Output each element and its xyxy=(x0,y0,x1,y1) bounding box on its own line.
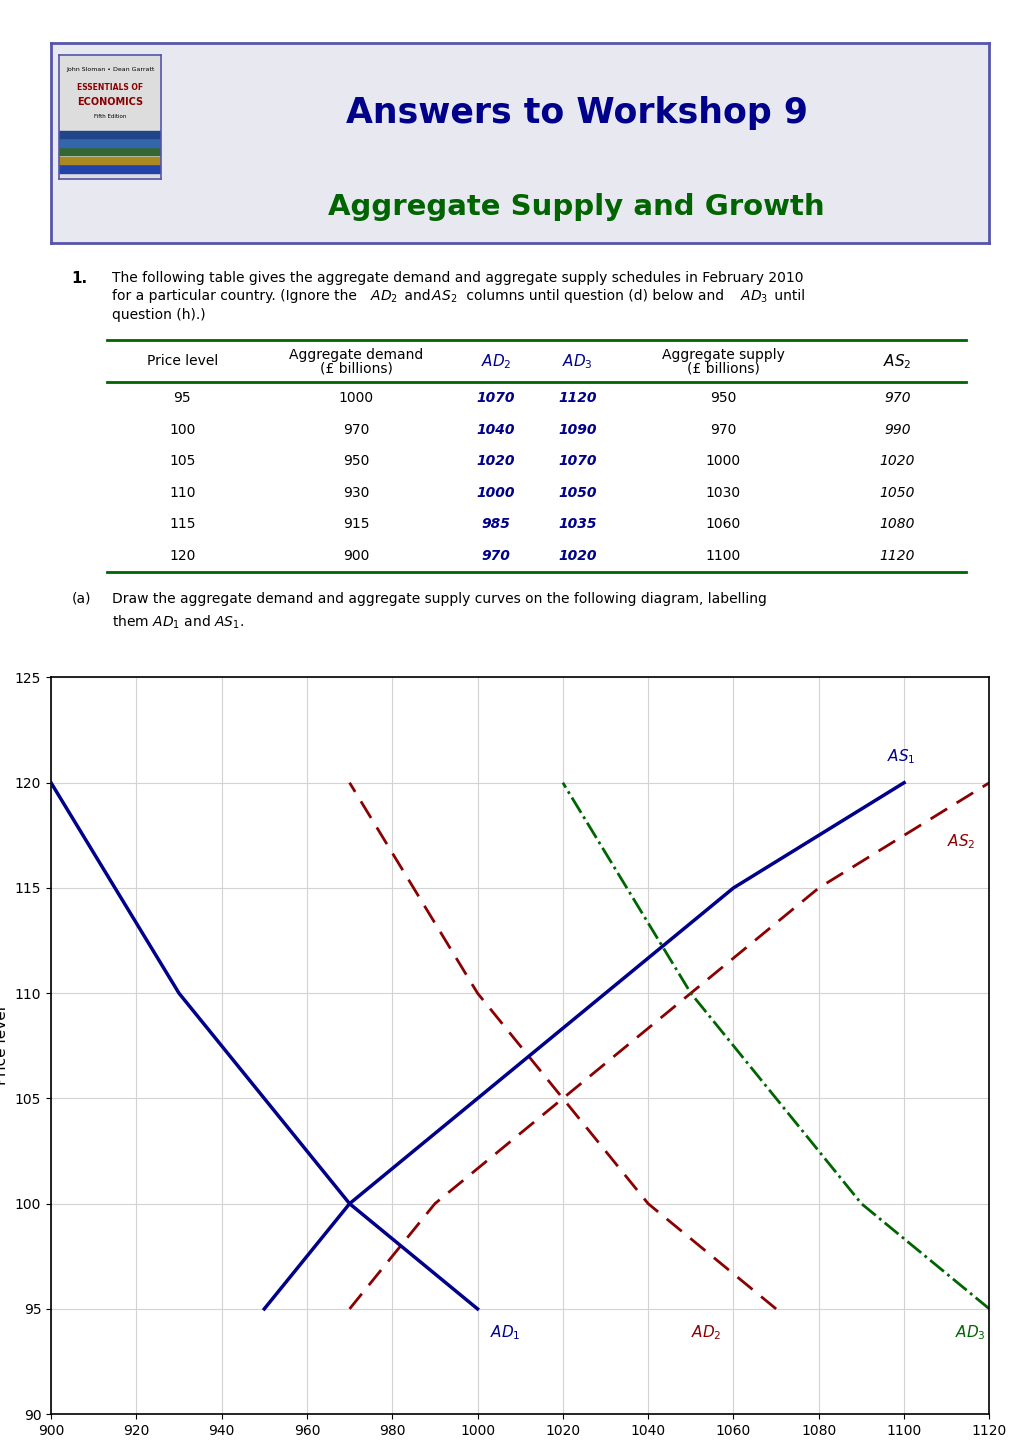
Text: (a): (a) xyxy=(71,592,91,606)
Text: 110: 110 xyxy=(169,486,196,499)
Text: 950: 950 xyxy=(342,455,369,468)
Text: 1000: 1000 xyxy=(338,391,374,405)
Text: The following table gives the aggregate demand and aggregate supply schedules in: The following table gives the aggregate … xyxy=(112,271,803,284)
Text: 1120: 1120 xyxy=(878,548,914,563)
Bar xyxy=(59,130,161,139)
Text: 930: 930 xyxy=(342,486,369,499)
Text: (£ billions): (£ billions) xyxy=(686,361,759,375)
Text: them $AD_1$ and $AS_1$.: them $AD_1$ and $AS_1$. xyxy=(112,613,244,631)
Text: 1070: 1070 xyxy=(557,455,596,468)
Text: 115: 115 xyxy=(169,518,196,531)
Text: 1020: 1020 xyxy=(476,455,515,468)
Bar xyxy=(59,157,161,165)
Text: 1060: 1060 xyxy=(705,518,740,531)
Text: Aggregate demand: Aggregate demand xyxy=(289,348,423,362)
Text: $AD_2$: $AD_2$ xyxy=(480,352,511,371)
Text: 105: 105 xyxy=(169,455,196,468)
Text: 1050: 1050 xyxy=(557,486,596,499)
Text: $AD_3$: $AD_3$ xyxy=(739,289,767,304)
Text: 100: 100 xyxy=(169,423,196,437)
Text: 1050: 1050 xyxy=(878,486,914,499)
Text: 1070: 1070 xyxy=(476,391,515,405)
Bar xyxy=(59,139,161,147)
Text: 915: 915 xyxy=(342,518,369,531)
Text: $AD_1$: $AD_1$ xyxy=(490,1323,521,1342)
Text: Draw the aggregate demand and aggregate supply curves on the following diagram, : Draw the aggregate demand and aggregate … xyxy=(112,592,766,606)
Text: 1035: 1035 xyxy=(557,518,596,531)
Text: $AD_3$: $AD_3$ xyxy=(955,1323,985,1342)
Text: for a particular country. (Ignore the: for a particular country. (Ignore the xyxy=(112,289,361,303)
Text: 1100: 1100 xyxy=(705,548,740,563)
Text: Price level: Price level xyxy=(147,354,218,368)
Text: John Sloman • Dean Garratt: John Sloman • Dean Garratt xyxy=(66,68,154,72)
Text: 120: 120 xyxy=(169,548,196,563)
Text: 990: 990 xyxy=(883,423,910,437)
Text: $AS_2$: $AS_2$ xyxy=(431,289,457,304)
Text: 1.: 1. xyxy=(71,271,88,286)
Text: $AD_2$: $AD_2$ xyxy=(690,1323,720,1342)
Bar xyxy=(59,166,161,173)
Text: (£ billions): (£ billions) xyxy=(320,361,392,375)
Bar xyxy=(59,149,161,156)
Text: 1020: 1020 xyxy=(557,548,596,563)
Text: ESSENTIALS OF: ESSENTIALS OF xyxy=(77,82,143,91)
Text: 1120: 1120 xyxy=(557,391,596,405)
Text: until: until xyxy=(769,289,804,303)
Text: 950: 950 xyxy=(709,391,736,405)
Text: 970: 970 xyxy=(342,423,369,437)
Text: Aggregate Supply and Growth: Aggregate Supply and Growth xyxy=(328,193,824,221)
Text: question (h).): question (h).) xyxy=(112,307,206,322)
Text: 1040: 1040 xyxy=(476,423,515,437)
Text: 900: 900 xyxy=(342,548,369,563)
Text: $AS_2$: $AS_2$ xyxy=(882,352,911,371)
Text: 985: 985 xyxy=(481,518,510,531)
Text: $AD_3$: $AD_3$ xyxy=(561,352,592,371)
Text: 1000: 1000 xyxy=(476,486,515,499)
Text: 1000: 1000 xyxy=(705,455,740,468)
Text: 1020: 1020 xyxy=(878,455,914,468)
Text: columns until question (d) below and: columns until question (d) below and xyxy=(462,289,728,303)
Text: 970: 970 xyxy=(709,423,736,437)
Text: 1030: 1030 xyxy=(705,486,740,499)
Text: 1090: 1090 xyxy=(557,423,596,437)
Text: Fifth Edition: Fifth Edition xyxy=(94,114,126,120)
Text: 970: 970 xyxy=(481,548,510,563)
Text: ECONOMICS: ECONOMICS xyxy=(77,97,143,107)
Text: and: and xyxy=(399,289,435,303)
Text: 1080: 1080 xyxy=(878,518,914,531)
Text: 95: 95 xyxy=(173,391,191,405)
Text: Answers to Workshop 9: Answers to Workshop 9 xyxy=(345,97,807,130)
Text: Aggregate supply: Aggregate supply xyxy=(661,348,784,362)
Y-axis label: Price level: Price level xyxy=(0,1006,9,1085)
Text: 970: 970 xyxy=(883,391,910,405)
Text: $AD_2$: $AD_2$ xyxy=(370,289,397,304)
Text: $AS_1$: $AS_1$ xyxy=(887,747,915,766)
Text: $AS_2$: $AS_2$ xyxy=(946,833,974,851)
